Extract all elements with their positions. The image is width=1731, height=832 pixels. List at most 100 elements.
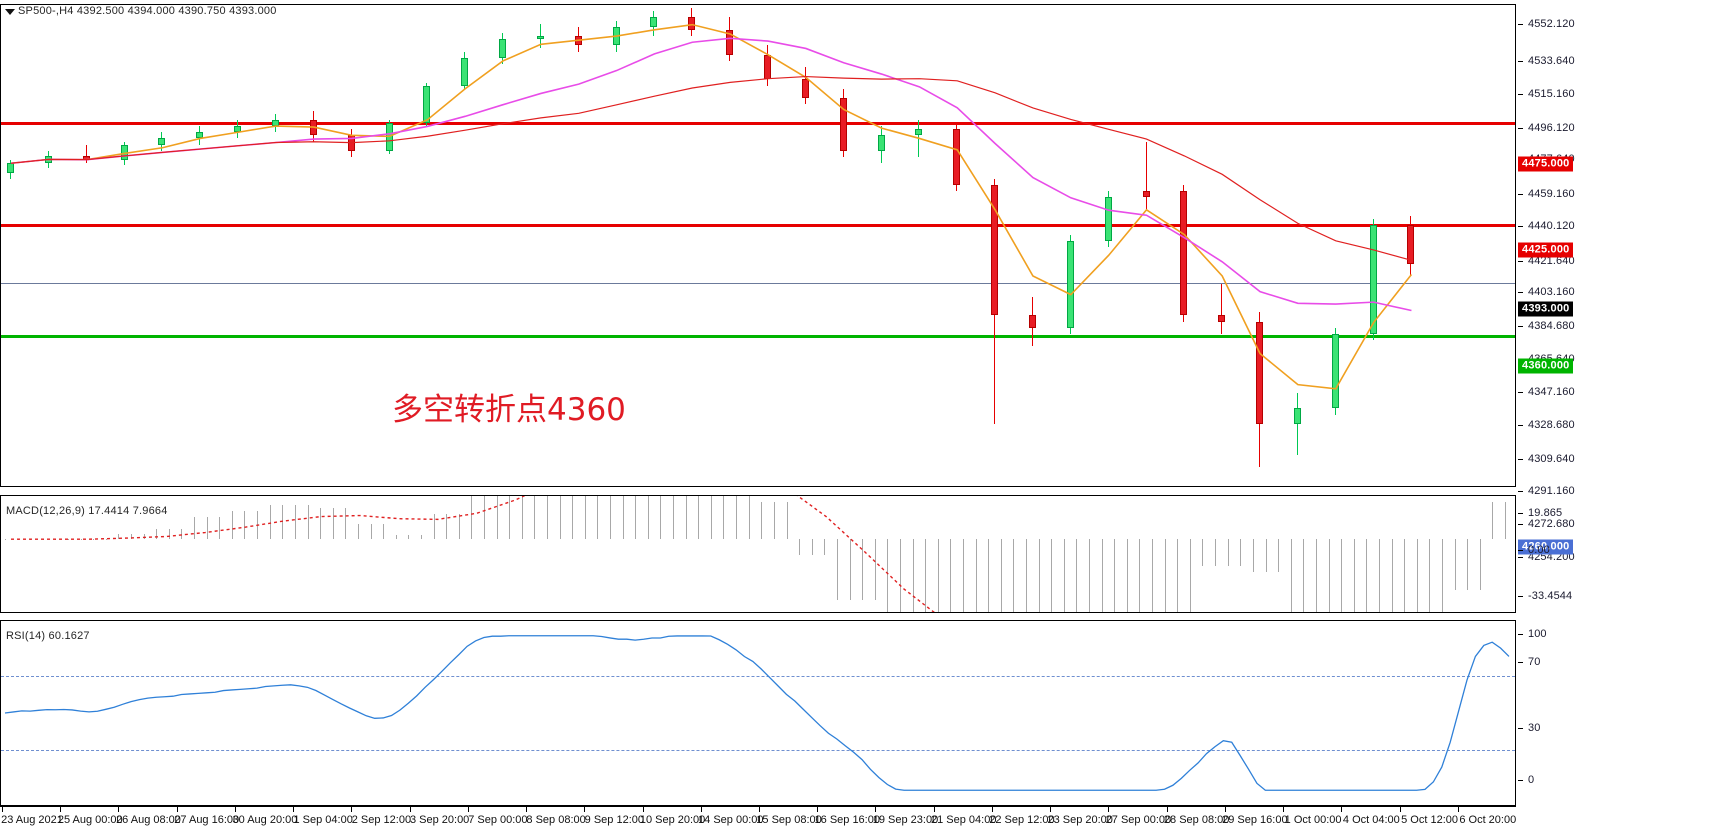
macd-histogram-bar: [1315, 539, 1317, 612]
candlestick[interactable]: [271, 5, 280, 486]
macd-histogram-bar: [370, 523, 372, 540]
candlestick[interactable]: [196, 5, 204, 486]
candle-body: [7, 163, 14, 173]
macd-histogram-bar: [1202, 539, 1204, 566]
candlestick[interactable]: [347, 5, 356, 486]
price-chart-panel[interactable]: [0, 4, 1516, 487]
rsi-plot-area[interactable]: [1, 621, 1515, 805]
candlestick[interactable]: [1256, 5, 1264, 486]
macd-histogram-bar: [1378, 539, 1380, 612]
candlestick[interactable]: [7, 5, 15, 486]
candlestick[interactable]: [650, 5, 658, 486]
time-axis-label: 23 Sep 20:00: [1047, 814, 1113, 826]
candlestick[interactable]: [991, 5, 999, 486]
candlestick[interactable]: [953, 5, 961, 486]
macd-histogram-bar: [194, 516, 196, 540]
price-axis[interactable]: 4552.1204533.6404515.1604496.1204477.640…: [1516, 4, 1731, 563]
macd-panel[interactable]: [0, 495, 1516, 613]
macd-histogram-bar: [1089, 539, 1091, 612]
macd-histogram-bar: [1252, 539, 1254, 573]
candlestick[interactable]: [234, 5, 242, 486]
price-tag-4360-000[interactable]: 4360.000: [1518, 358, 1574, 374]
candlestick[interactable]: [1104, 5, 1113, 486]
candlestick[interactable]: [1369, 5, 1378, 486]
candlestick[interactable]: [1028, 5, 1037, 486]
candlestick[interactable]: [801, 5, 810, 486]
candlestick[interactable]: [688, 5, 696, 486]
time-axis-tick: [118, 807, 120, 812]
candlestick[interactable]: [1066, 5, 1075, 486]
candlestick[interactable]: [877, 5, 886, 486]
candlestick[interactable]: [82, 5, 91, 486]
rsi-axis[interactable]: 100 70 30 0: [1516, 620, 1731, 806]
macd-label: MACD(12,26,9) 17.4414 7.9664: [6, 505, 168, 517]
candlestick[interactable]: [1142, 5, 1151, 486]
macd-histogram-bar: [1126, 539, 1128, 612]
macd-histogram-bar: [1164, 539, 1166, 612]
time-axis-label: 29 Sep 16:00: [1222, 814, 1288, 826]
macd-histogram-bar: [824, 539, 826, 555]
time-axis-tick: [991, 807, 993, 812]
level-line-4475-000[interactable]: [1, 122, 1515, 125]
macd-histogram-bar: [1240, 539, 1242, 566]
candlestick[interactable]: [1331, 5, 1340, 486]
price-tag-4393-000[interactable]: 4393.000: [1518, 301, 1574, 317]
macd-histogram-bar: [1429, 539, 1431, 612]
macd-histogram-bar: [761, 502, 763, 540]
rsi-panel[interactable]: [0, 620, 1516, 806]
candlestick[interactable]: [120, 5, 129, 486]
candlestick[interactable]: [764, 5, 772, 486]
macd-histogram-bar: [572, 496, 574, 540]
macd-histogram-bar: [1063, 539, 1065, 612]
candle-body: [726, 29, 734, 55]
candlestick[interactable]: [1180, 5, 1188, 486]
level-line-4393-000[interactable]: [1, 283, 1515, 284]
candle-body: [423, 85, 431, 123]
candlestick[interactable]: [915, 5, 923, 486]
candlestick[interactable]: [158, 5, 166, 486]
candle-body: [688, 17, 696, 30]
candlestick[interactable]: [1218, 5, 1226, 486]
price-tag-4475-000[interactable]: 4475.000: [1518, 156, 1574, 172]
moving-average-overlay: [10, 23, 1413, 390]
level-line-4425-000[interactable]: [1, 224, 1515, 227]
time-axis-label: 1 Oct 00:00: [1284, 814, 1342, 826]
macd-histogram-bar: [345, 508, 347, 540]
candlestick[interactable]: [839, 5, 848, 486]
macd-histogram-bar: [962, 539, 964, 612]
time-axis-label: 8 Sep 08:00: [526, 814, 586, 826]
time-axis-label: 26 Aug 08:00: [116, 814, 181, 826]
time-axis-label: 27 Sep 00:00: [1105, 814, 1172, 826]
triangle-down-icon[interactable]: [5, 9, 15, 15]
level-line-4360-000[interactable]: [1, 335, 1515, 338]
time-axis-tick: [700, 807, 702, 812]
candle-body: [1104, 197, 1112, 241]
candlestick[interactable]: [726, 5, 734, 486]
axis-tick-label: 4309.640: [1516, 453, 1575, 465]
rsi-band-30: [1, 749, 1515, 751]
macd-plot-area[interactable]: [1, 496, 1515, 612]
candle-wick: [1296, 392, 1298, 455]
time-axis[interactable]: 23 Aug 2021 25 Aug 00:00 26 Aug 08:00 27 Au…: [0, 806, 1516, 832]
candle-body: [271, 119, 279, 127]
macd-histogram-bar: [206, 516, 208, 540]
price-plot-area[interactable]: [1, 5, 1515, 486]
macd-histogram-bar: [1000, 539, 1002, 612]
macd-histogram-bar: [1026, 539, 1027, 612]
price-tag-4260-000[interactable]: 4260.000: [1518, 539, 1574, 555]
price-tag-4425-000[interactable]: 4425.000: [1518, 242, 1574, 258]
candlestick[interactable]: [1293, 5, 1302, 486]
macd-histogram-bar: [1353, 539, 1355, 612]
macd-axis[interactable]: 19.865 0.00 -33.4544: [1516, 495, 1731, 613]
macd-histogram-bar: [710, 496, 712, 540]
candlestick[interactable]: [309, 5, 318, 486]
macd-histogram-bar: [1441, 539, 1443, 612]
candle-wick: [1145, 141, 1147, 210]
rsi-line: [4, 635, 1510, 791]
time-axis-label: 21 Sep 04:00: [930, 814, 997, 826]
candlestick[interactable]: [1407, 5, 1415, 486]
macd-histogram-bar: [483, 496, 485, 540]
candle-body: [461, 57, 469, 86]
candlestick[interactable]: [44, 5, 53, 486]
time-axis-tick: [1283, 807, 1285, 812]
